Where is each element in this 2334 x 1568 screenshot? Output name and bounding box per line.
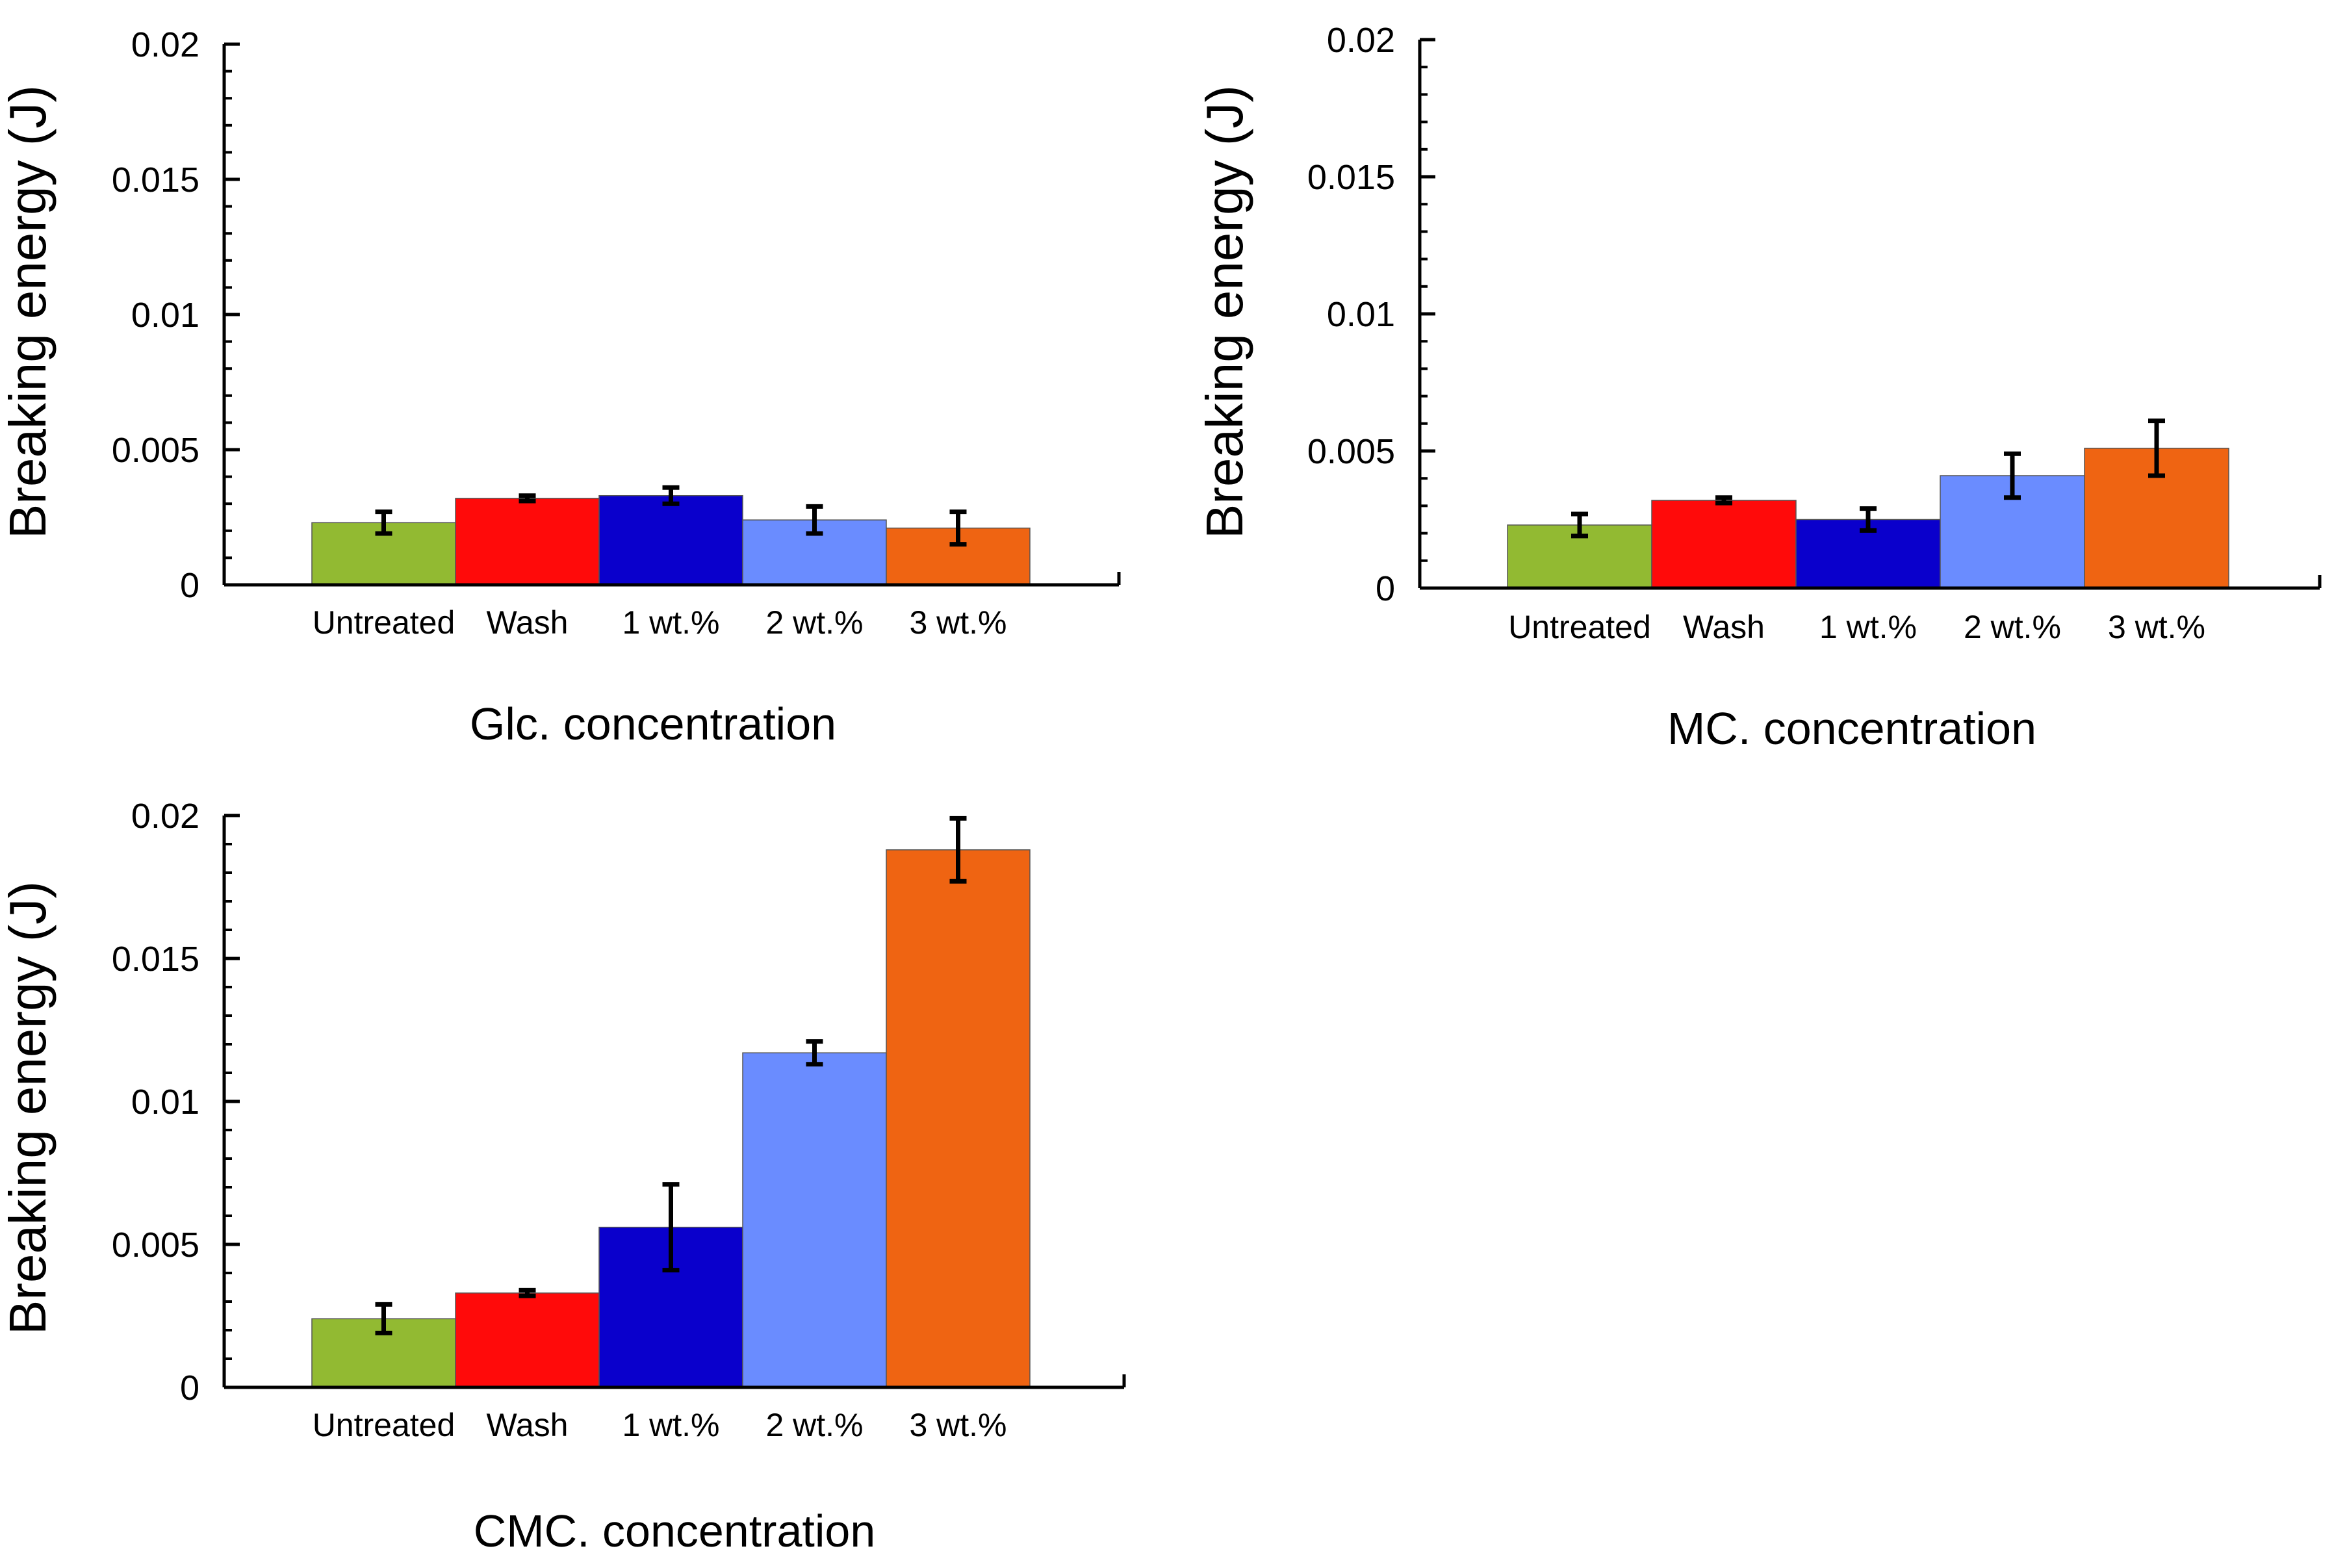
mc-category-label: 2 wt.% [1964,609,2061,645]
glc-category-label: 1 wt.% [622,604,719,641]
mc-category-label: Untreated [1508,609,1651,645]
mc-error-bar-3 [1860,506,1877,533]
glc-category-label: 2 wt.% [765,604,863,641]
glc-error-bar-2 [519,493,536,504]
glc-y-tick-label: 0.015 [112,161,199,199]
mc-error-bar-2 [1715,495,1732,506]
cmc-bar-5 [886,849,1031,1388]
glc-error-bar-5 [949,509,967,547]
mc-error-bar-4 [2004,451,2021,500]
cmc-chart-panel: Breaking energy (J) CMC. concentration 0… [0,797,1126,1556]
cmc-y-tick-label: 0.02 [131,797,199,836]
cmc-error-bar-2 [519,1287,536,1298]
cmc-category-label: 2 wt.% [765,1407,863,1443]
mc-y-tick-label: 0.02 [1327,21,1395,60]
glc-y-tick-label: 0.005 [112,431,199,470]
mc-y-tick-label: 0.015 [1307,158,1395,197]
glc-y-axis-title: Breaking energy (J) [0,85,57,539]
glc-bar-3 [598,495,743,585]
glc-x-axis-title: Glc. concentration [470,699,836,749]
cmc-category-label: Untreated [313,1407,455,1443]
mc-x-axis-title: MC. concentration [1667,703,2036,754]
cmc-category-label: 1 wt.% [622,1407,719,1443]
cmc-y-axis-title: Breaking energy (J) [0,881,57,1335]
mc-y-tick-label: 0.01 [1327,295,1395,334]
cmc-category-label: Wash [487,1407,569,1443]
mc-chart-panel: Breaking energy (J) MC. concentration 0 0… [1196,21,2322,754]
cmc-bar-2 [455,1292,600,1388]
mc-category-label: Wash [1683,609,1765,645]
mc-y-tick-label: 0 [1376,569,1395,608]
glc-bar-2 [455,498,600,585]
glc-error-bar-1 [375,509,392,536]
cmc-category-label: 3 wt.% [909,1407,1007,1443]
cmc-error-bar-1 [375,1302,392,1335]
mc-category-label: 1 wt.% [1819,609,1917,645]
cmc-y-tick-label: 0.015 [112,940,199,979]
mc-y-tick-label: 0.005 [1307,432,1395,471]
glc-error-bar-4 [806,504,823,536]
glc-y-tick-label: 0.02 [131,25,199,64]
glc-y-tick-label: 0 [180,566,199,605]
glc-y-tick-label: 0.01 [131,296,199,335]
cmc-x-axis-title: CMC. concentration [474,1506,876,1556]
cmc-y-tick-label: 0.01 [131,1083,199,1122]
glc-category-label: Untreated [313,604,455,641]
glc-category-label: Wash [487,604,569,641]
cmc-error-bar-5 [949,816,967,884]
cmc-y-tick-label: 0.005 [112,1226,199,1265]
mc-bar-2 [1651,500,1797,589]
cmc-y-tick-label: 0 [180,1369,199,1407]
mc-y-axis-title: Breaking energy (J) [1196,85,1253,539]
cmc-bar-4 [742,1052,887,1388]
mc-error-bar-1 [1571,511,1588,539]
cmc-error-bar-3 [662,1182,680,1273]
cmc-error-bar-4 [806,1039,823,1067]
glc-category-label: 3 wt.% [909,604,1007,641]
glc-error-bar-3 [662,485,680,506]
mc-error-bar-5 [2148,418,2165,478]
glc-chart-panel: Breaking energy (J) Glc. concentration 0… [0,25,1121,749]
mc-category-label: 3 wt.% [2108,609,2205,645]
